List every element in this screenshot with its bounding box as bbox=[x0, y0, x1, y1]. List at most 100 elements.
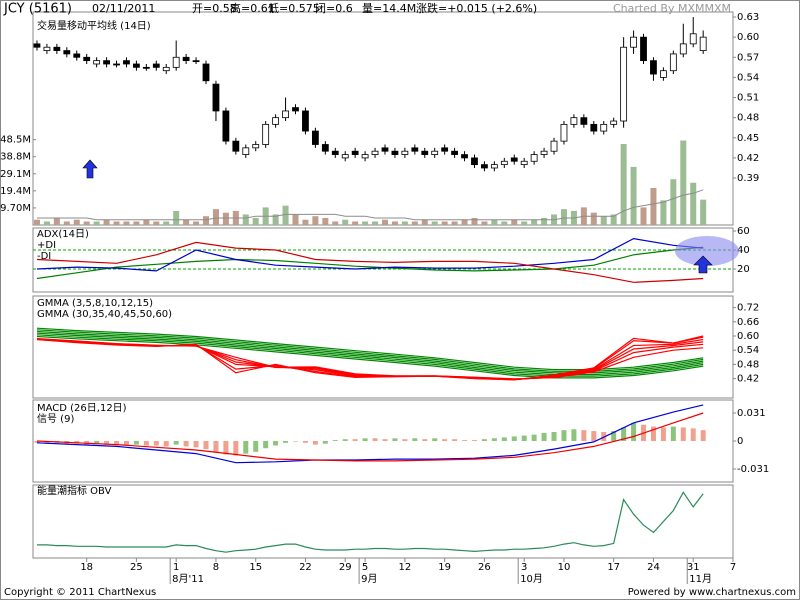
histogram-bar bbox=[44, 441, 50, 444]
candle-body bbox=[699, 36, 707, 51]
volume-bar bbox=[282, 205, 289, 225]
volume-bar bbox=[610, 214, 617, 225]
x-tick-label: 15 bbox=[249, 562, 262, 573]
y-tick-label: 0.54 bbox=[737, 72, 759, 83]
candle-body bbox=[282, 110, 289, 119]
arrow bbox=[693, 255, 713, 274]
candle-body bbox=[620, 46, 628, 122]
histogram-bar bbox=[432, 438, 438, 441]
candle-body bbox=[162, 66, 170, 72]
candle-body bbox=[331, 150, 339, 155]
histogram-bar bbox=[690, 428, 696, 441]
low: 低=0.575 bbox=[268, 2, 320, 15]
volume-bar bbox=[222, 212, 229, 225]
change: 涨跌=+0.015 (+2.6%) bbox=[416, 1, 537, 15]
y-tick-label: 0.48 bbox=[737, 359, 759, 370]
candle-body bbox=[689, 33, 697, 45]
candle-body bbox=[659, 70, 667, 78]
candle-body bbox=[242, 147, 250, 155]
histogram-bar bbox=[342, 439, 348, 441]
volume-bar bbox=[203, 216, 210, 225]
symbol: JCY (5161) bbox=[3, 2, 72, 17]
volume-bar bbox=[590, 212, 597, 225]
histogram-bar bbox=[173, 441, 179, 445]
candle-body bbox=[640, 36, 647, 62]
x-tick-label: 7 bbox=[730, 562, 736, 573]
histogram-bar bbox=[283, 441, 289, 443]
candle-body bbox=[361, 154, 369, 159]
volume-bar bbox=[451, 221, 458, 225]
candle-body bbox=[93, 60, 101, 65]
y-tick-label: 0.72 bbox=[737, 303, 759, 314]
candle-body bbox=[530, 154, 538, 162]
histogram-bar bbox=[442, 439, 448, 441]
legend: 信号 (9) bbox=[37, 413, 74, 425]
y-tick-label: 0.42 bbox=[737, 374, 759, 385]
candle-body bbox=[451, 150, 458, 155]
candle-body bbox=[292, 107, 299, 112]
y-tick-label: 0.63 bbox=[737, 12, 759, 23]
close: 闭=0.6 bbox=[315, 2, 353, 15]
legend: GMMA (30,35,40,45,50,60) bbox=[37, 309, 172, 320]
histogram-bar bbox=[34, 441, 40, 443]
y-tick-label: 0.48 bbox=[737, 113, 759, 124]
histogram-bar bbox=[631, 422, 637, 441]
copyright: Copyright © 2011 ChartNexus bbox=[4, 587, 156, 598]
candle-body bbox=[182, 56, 190, 62]
volume-bar bbox=[680, 140, 687, 225]
legend: ADX(14日) bbox=[37, 229, 89, 240]
candle-body bbox=[391, 150, 399, 155]
volume: 量=14.4M bbox=[362, 2, 416, 15]
histogram-bar bbox=[481, 439, 487, 441]
y-tick-label: 0 bbox=[737, 436, 743, 447]
volume-bar bbox=[481, 221, 488, 225]
series-line bbox=[37, 491, 704, 553]
histogram-bar bbox=[531, 434, 537, 441]
histogram-bar bbox=[104, 441, 110, 445]
candle-body bbox=[570, 117, 578, 125]
volume-bar bbox=[292, 214, 299, 225]
highlight bbox=[675, 236, 739, 266]
volume-bar bbox=[113, 221, 120, 225]
x-tick-label: 19 bbox=[438, 562, 451, 573]
obv-panel bbox=[32, 484, 734, 559]
candle-body bbox=[133, 63, 140, 68]
candle-body bbox=[232, 140, 240, 152]
candle-body bbox=[630, 36, 637, 48]
x-tick-label: 18 bbox=[80, 562, 93, 573]
series-line bbox=[36, 404, 704, 464]
y-tick-label: 0.45 bbox=[737, 133, 759, 144]
x-tick-label: 1 bbox=[173, 562, 179, 573]
y-tick-label: 0.60 bbox=[737, 32, 759, 43]
candle-body bbox=[351, 150, 359, 155]
candle-body bbox=[600, 123, 608, 132]
x-tick-label: 8 bbox=[213, 562, 219, 573]
x-tick-label: 5 bbox=[362, 562, 368, 573]
y-tick-label: 48.5M bbox=[0, 135, 31, 146]
volume-bar bbox=[560, 209, 567, 225]
histogram-bar bbox=[293, 441, 298, 442]
histogram-bar bbox=[611, 431, 617, 441]
candle-body bbox=[401, 150, 409, 155]
candle-body bbox=[202, 63, 210, 82]
month-label: 10月 bbox=[520, 573, 543, 585]
gmma-line bbox=[36, 335, 704, 379]
month-label: 9月 bbox=[361, 573, 377, 585]
volume-ma bbox=[37, 189, 704, 221]
volume-bar bbox=[620, 144, 627, 225]
volume-bar bbox=[491, 219, 498, 225]
legend: 交易量移动平均线 (14日) bbox=[37, 19, 151, 32]
candle-body bbox=[142, 66, 150, 69]
volume-bar bbox=[541, 217, 548, 225]
candle-body bbox=[152, 63, 160, 68]
volume-bar bbox=[33, 219, 40, 225]
histogram-bar bbox=[621, 427, 627, 441]
histogram-bar bbox=[501, 437, 507, 441]
histogram-bar bbox=[123, 441, 129, 446]
candle-body bbox=[371, 150, 379, 155]
volume-bar bbox=[381, 219, 388, 225]
histogram-bar bbox=[491, 438, 497, 441]
x-tick-label: 24 bbox=[647, 562, 660, 573]
volume-bar bbox=[352, 221, 359, 225]
